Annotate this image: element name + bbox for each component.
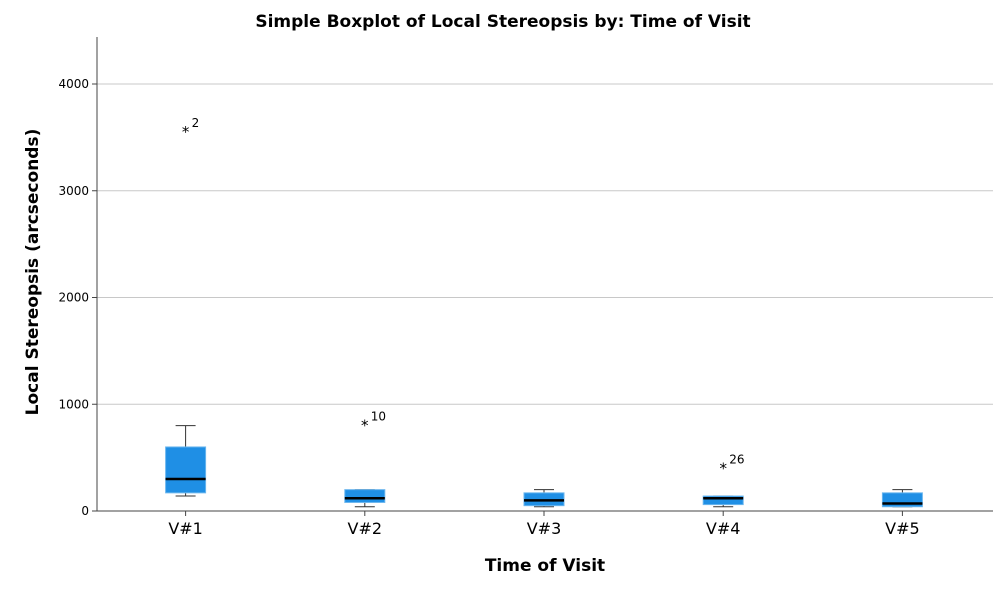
- grid-lines: [97, 83, 993, 405]
- x-tick-label: V#1: [168, 519, 203, 538]
- y-axis-title: Local Stereopsis (arcseconds): [23, 129, 43, 416]
- boxes-group: [165, 425, 923, 508]
- box-iqr: [344, 489, 386, 503]
- y-tick-label: 1000: [58, 397, 89, 411]
- box-iqr: [702, 495, 744, 506]
- y-tick-label: 2000: [58, 291, 89, 305]
- y-tick-label: 3000: [58, 184, 89, 198]
- box-V4: [702, 495, 744, 508]
- y-tick-label: 0: [81, 504, 89, 518]
- x-tick-label: V#2: [348, 519, 383, 538]
- box-V3: [523, 489, 565, 508]
- outlier-label: 2: [192, 116, 200, 130]
- box-iqr: [165, 446, 207, 494]
- outlier-marker: *: [182, 123, 190, 141]
- box-V1: [165, 425, 207, 497]
- outliers-group: *2* 10* 26: [182, 116, 745, 477]
- x-axis-title: Time of Visit: [485, 556, 605, 576]
- outlier-label: 26: [729, 452, 744, 466]
- box-V2: [344, 489, 386, 508]
- x-axis-ticks: V#1 V#2 V#3 V#4 V#5: [168, 511, 920, 538]
- outlier-marker: *: [361, 417, 369, 435]
- x-tick-label: V#4: [706, 519, 741, 538]
- box-V5: [881, 489, 923, 508]
- chart-title: Simple Boxplot of Local Stereopsis by: T…: [255, 12, 750, 32]
- x-tick-label: V#5: [885, 519, 920, 538]
- y-axis-ticks: 0 1000 2000 3000 4000: [58, 77, 97, 518]
- outlier-label: 10: [371, 410, 386, 424]
- outlier-marker: *: [719, 459, 727, 477]
- y-tick-label: 4000: [58, 77, 89, 91]
- x-tick-label: V#3: [527, 519, 562, 538]
